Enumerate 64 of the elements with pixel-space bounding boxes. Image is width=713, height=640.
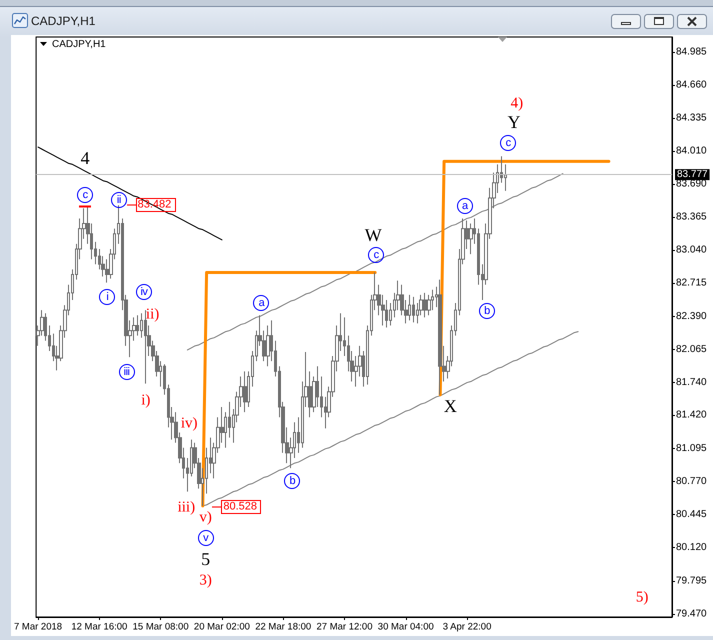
annotation: X <box>444 396 457 416</box>
annotation: Y <box>507 112 520 132</box>
annotation: W <box>364 225 382 246</box>
y-tick-label: 81.740 <box>676 377 708 388</box>
y-tick-label: 82.390 <box>676 310 708 322</box>
annotation: 5 <box>201 548 210 569</box>
annotation: b <box>478 303 495 320</box>
chart-title: CADJPY,H1 <box>31 14 96 28</box>
y-tick-label: 84.335 <box>676 112 708 124</box>
y-tick-label: 80.770 <box>676 476 708 487</box>
x-tick-label: 27 Mar 12:00 <box>316 622 372 632</box>
y-tick-label: 81.420 <box>676 410 708 421</box>
annotation: i <box>99 289 116 306</box>
x-tick-label: 20 Mar 02:00 <box>194 622 250 632</box>
y-tick-label: 79.470 <box>676 608 708 620</box>
annotation: 4) <box>510 96 524 112</box>
y-tick-label: 84.660 <box>676 79 708 90</box>
annotation: iv) <box>180 415 198 432</box>
candlestick <box>243 370 247 413</box>
annotation: 80.528 <box>221 500 259 512</box>
annotation: 5) <box>636 589 648 606</box>
chart-subtitle: CADJPY,H1 <box>52 39 106 51</box>
x-tick-label: 30 Mar 04:00 <box>378 622 434 632</box>
y-tick-label: 81.095 <box>676 442 708 454</box>
annotation: iii <box>118 364 135 380</box>
annotation: c <box>500 135 516 152</box>
y-tick-label: 84.985 <box>676 46 708 58</box>
annotation: a <box>253 295 270 312</box>
y-tick-label: 84.010 <box>676 146 708 157</box>
y-tick-label: 83.040 <box>676 244 708 256</box>
candlestick <box>427 294 431 316</box>
x-tick-label: 22 Mar 18:00 <box>255 622 312 632</box>
annotation: 4 <box>80 148 90 168</box>
candlestick <box>438 279 442 396</box>
candlestick <box>423 292 427 318</box>
candlestick <box>144 310 147 384</box>
x-tick-label: 15 Mar 08:00 <box>132 622 189 632</box>
annotation: b <box>284 472 300 489</box>
candlestick <box>408 294 411 321</box>
annotation: ii <box>110 192 127 208</box>
annotation: iv <box>136 284 152 300</box>
y-tick-label: 83.365 <box>676 211 708 222</box>
candlestick <box>412 296 415 323</box>
x-tick-label: 3 Apr 22:00 <box>442 622 492 632</box>
annotation: v <box>198 530 214 546</box>
x-tick-label: 7 Mar 2018 <box>14 622 62 632</box>
candlestick <box>385 299 388 328</box>
annotation: v) <box>199 509 212 526</box>
annotation: 3) <box>199 572 212 588</box>
x-tick-label: 12 Mar 16:00 <box>71 622 128 632</box>
annotation: iii) <box>178 499 196 516</box>
y-tick-label: 82.065 <box>676 344 708 355</box>
y-tick-label: 82.715 <box>676 278 708 289</box>
annotation: i) <box>141 392 150 408</box>
annotation: c <box>368 247 384 264</box>
ref-line-label: 83.777 <box>677 169 708 180</box>
y-tick-label: 80.120 <box>676 542 708 554</box>
line-series <box>186 173 564 350</box>
annotation: a <box>456 198 473 214</box>
y-tick-label: 80.445 <box>676 509 708 520</box>
candlestick <box>266 324 270 367</box>
annotation: ii) <box>146 306 160 323</box>
y-tick-label: 79.795 <box>676 575 708 586</box>
annotation: c <box>77 187 94 204</box>
